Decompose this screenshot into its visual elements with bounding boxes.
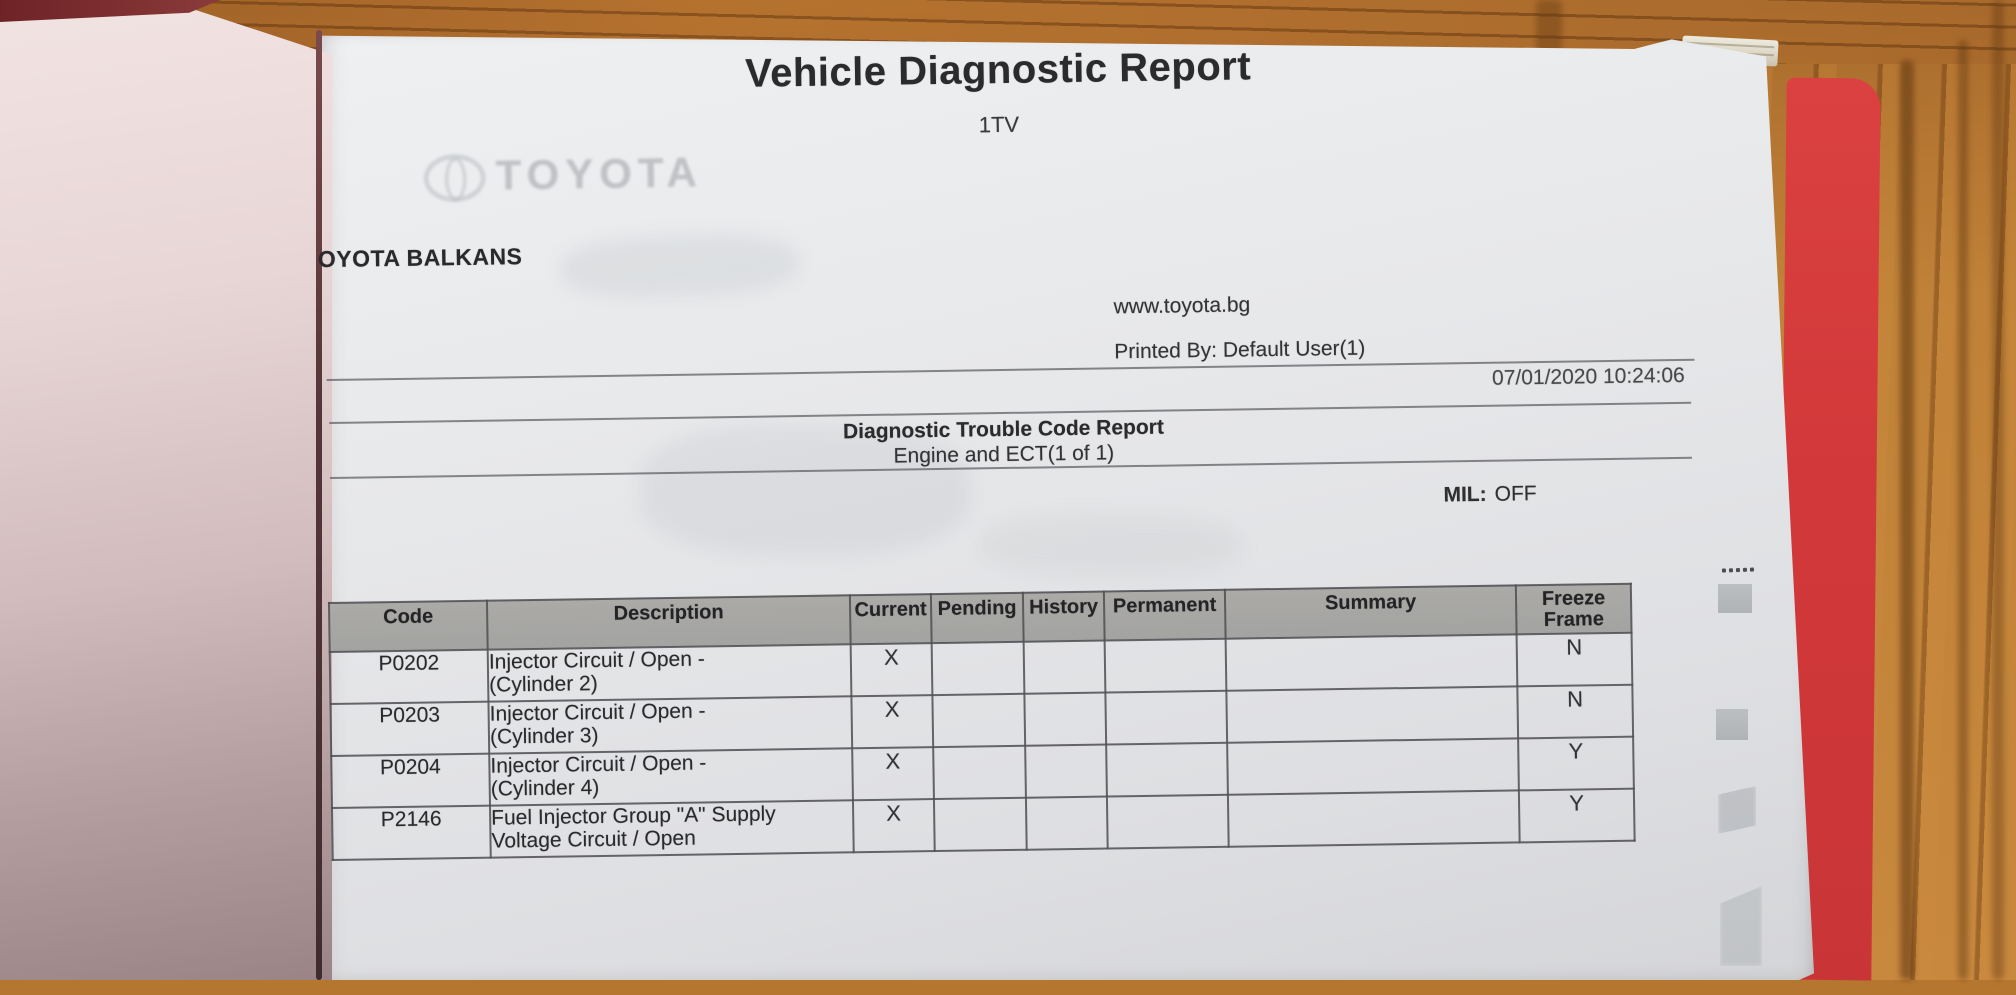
- cell-description: Injector Circuit / Open - (Cylinder 2): [487, 644, 852, 702]
- cell-description: Fuel Injector Group "A" Supply Voltage C…: [489, 800, 854, 858]
- show-through-blob: [980, 515, 1240, 575]
- cell-summary: [1225, 634, 1518, 691]
- cell-freeze-frame: N: [1516, 632, 1633, 687]
- report-page: [316, 35, 1814, 980]
- column-header-summary: Summary: [1224, 585, 1517, 639]
- cell-freeze-frame: Y: [1518, 788, 1635, 843]
- cell-description: Injector Circuit / Open - (Cylinder 3): [488, 696, 853, 754]
- cell-summary: [1227, 790, 1520, 847]
- column-header-history: History: [1022, 591, 1105, 642]
- cell-current: X: [852, 747, 934, 801]
- page-edge-shadow: [316, 30, 322, 980]
- cell-permanent: [1106, 742, 1228, 797]
- show-through-blob: [640, 425, 970, 555]
- column-header-current: Current: [849, 594, 932, 645]
- toyota-logo-icon: [423, 153, 487, 203]
- cell-current: X: [850, 643, 933, 697]
- cell-summary: [1227, 738, 1519, 795]
- cell-summary: [1226, 686, 1519, 743]
- cell-pending: [932, 693, 1026, 748]
- column-header-freeze-frame: Freeze Frame: [1515, 583, 1632, 635]
- column-header-permanent: Permanent: [1103, 589, 1226, 641]
- cell-pending: [933, 745, 1026, 800]
- cell-code: P0204: [331, 753, 490, 809]
- cell-pending: [931, 641, 1025, 696]
- cell-description: Injector Circuit / Open - (Cylinder 4): [489, 748, 853, 806]
- cell-permanent: [1104, 638, 1227, 693]
- dealer-name: OYOTA BALKANS: [317, 243, 523, 273]
- cell-permanent: [1106, 794, 1229, 849]
- wood-grain-streak: [1536, 0, 1562, 52]
- show-through-shape: [1718, 786, 1756, 834]
- cell-current: X: [852, 799, 935, 853]
- mil-label: MIL:: [1443, 482, 1487, 507]
- cell-history: [1025, 744, 1107, 798]
- cell-freeze-frame: Y: [1518, 736, 1634, 791]
- column-header-code: Code: [328, 600, 488, 653]
- cell-code: P0203: [330, 701, 490, 757]
- watermark-text: TOYOTA: [495, 148, 704, 199]
- previous-page: [0, 7, 332, 980]
- cell-history: [1025, 796, 1108, 850]
- cell-pending: [933, 797, 1027, 852]
- wood-grain-streak: [1992, 0, 2004, 980]
- column-header-description: Description: [486, 595, 851, 650]
- printed-by-label: Printed By: Default User(1): [1114, 336, 1366, 364]
- report-model-code: 1TV: [978, 111, 1020, 138]
- mil-value: OFF: [1494, 482, 1537, 506]
- column-header-pending: Pending: [930, 592, 1024, 644]
- cell-code: P0202: [329, 649, 489, 705]
- mil-status: MIL: OFF: [1443, 482, 1537, 507]
- hole-mark-square: [1716, 709, 1748, 740]
- cell-history: [1024, 692, 1107, 746]
- wood-grain-streak: [1958, 40, 1968, 980]
- cell-code: P2146: [332, 805, 491, 861]
- hole-mark-square: [1718, 584, 1752, 613]
- dtc-table: Code Description Current Pending History…: [328, 583, 1636, 861]
- cell-history: [1023, 640, 1106, 694]
- printed-datetime: 07/01/2020 10:24:06: [1491, 363, 1685, 390]
- cell-current: X: [851, 695, 934, 749]
- website-url: www.toyota.bg: [1113, 293, 1251, 319]
- report-title: Vehicle Diagnostic Report: [744, 44, 1252, 96]
- cell-freeze-frame: N: [1517, 684, 1634, 739]
- toyota-watermark: TOYOTA: [423, 146, 724, 203]
- wood-grain-streak: [1900, 60, 1914, 980]
- cell-permanent: [1105, 690, 1228, 745]
